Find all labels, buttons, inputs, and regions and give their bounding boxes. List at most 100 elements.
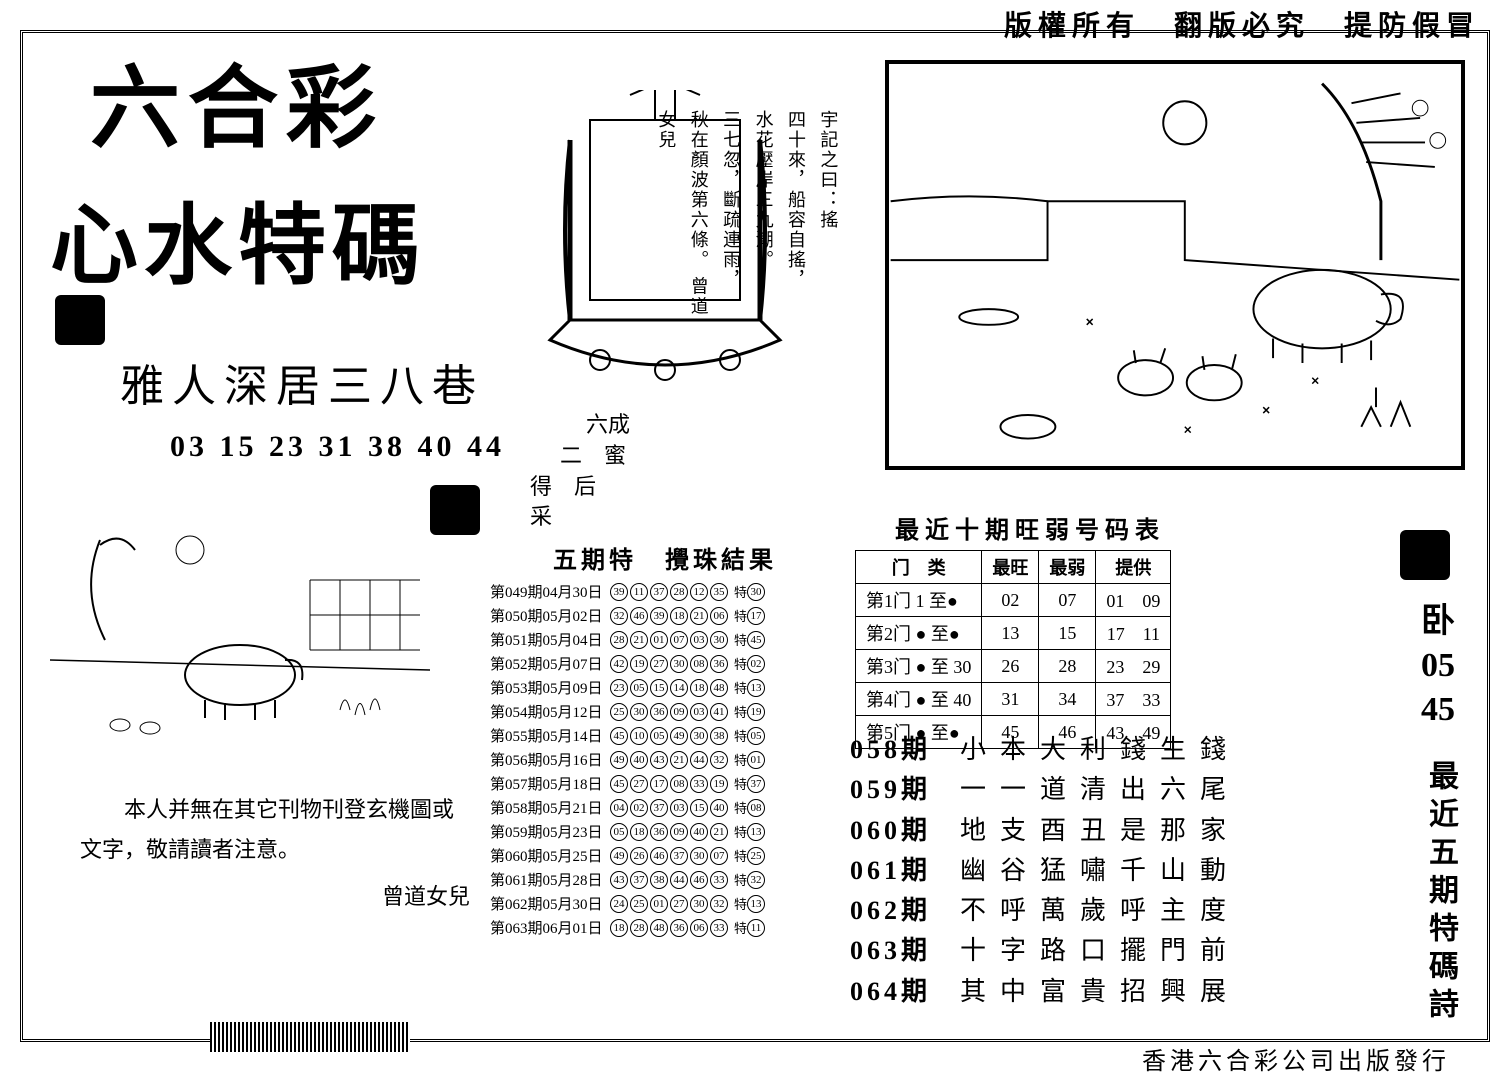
draw-row: 第057期05月18日452717083319特37: [490, 773, 840, 794]
decor-icon-3: [1400, 530, 1450, 580]
rank-row: 第2门 ● 至●131517 11: [856, 617, 1171, 650]
draw-row: 第063期06月01日182848360633特11: [490, 917, 840, 938]
draw-special-ball: 17: [747, 607, 765, 625]
draw-results-title: 五期特 攪珠結果: [490, 540, 840, 575]
draw-ball: 04: [610, 799, 628, 817]
poem-text: 其中富貴招興展: [960, 972, 1240, 1012]
draw-ball: 15: [650, 679, 668, 697]
draw-row: 第056期05月16日494043214432特01: [490, 749, 840, 770]
draw-ball: 37: [650, 799, 668, 817]
draw-special-ball: 45: [747, 631, 765, 649]
draw-ball: 21: [710, 823, 728, 841]
draw-ball: 48: [710, 679, 728, 697]
rank-cell: 15: [1039, 617, 1096, 650]
draw-ball: 27: [630, 775, 648, 793]
draw-ball: 33: [710, 919, 728, 937]
draw-ball: 18: [670, 607, 688, 625]
rank-cell: 第3门 ● 至 30: [856, 650, 982, 683]
rank-cell: 02: [982, 584, 1039, 617]
draw-row: 第058期05月21日040237031540特08: [490, 797, 840, 818]
draw-ball: 11: [630, 583, 648, 601]
draw-ball: 32: [610, 607, 628, 625]
draw-special-label: 特: [734, 918, 747, 937]
draw-ball: 03: [670, 799, 688, 817]
draw-ball: 45: [610, 727, 628, 745]
draw-special-ball: 32: [747, 871, 765, 889]
draw-ball: 40: [710, 799, 728, 817]
draw-special-ball: 13: [747, 895, 765, 913]
rank-cell: 37 33: [1096, 683, 1171, 716]
rank-row: 第4门 ● 至 40313437 33: [856, 683, 1171, 716]
draw-issue-label: 第058期05月21日: [490, 797, 610, 818]
poem-row: 062期不呼萬歲呼主度: [850, 891, 1240, 931]
poem-issue: 060期: [850, 811, 960, 851]
draw-row: 第052期05月07日421927300836特02: [490, 653, 840, 674]
draw-special-label: 特: [734, 582, 747, 601]
poem-issue: 061期: [850, 851, 960, 891]
riddle-verse: 雅人深居三八巷: [120, 350, 484, 414]
draw-special-ball: 05: [747, 727, 765, 745]
side-kong: 卧: [1421, 600, 1455, 644]
draw-special-label: 特: [734, 654, 747, 673]
draw-ball: 40: [690, 823, 708, 841]
draw-ball: 08: [670, 775, 688, 793]
draw-special-label: 特: [734, 630, 747, 649]
draw-ball: 44: [670, 871, 688, 889]
draw-ball: 27: [650, 655, 668, 673]
draw-ball: 30: [690, 727, 708, 745]
poem-text: 幽谷猛嘯千山動: [960, 851, 1240, 891]
draw-ball: 49: [610, 751, 628, 769]
draw-ball: 21: [630, 631, 648, 649]
rank-cell: 23 29: [1096, 650, 1171, 683]
decor-l1: 六成: [586, 410, 630, 441]
decor-icon-1: [55, 295, 105, 345]
draw-ball: 36: [650, 703, 668, 721]
ship-poem-box: 宇記之曰：搖 四十來，船容自搖， 水花壓岸三九潮。 三七忽，斷疏連雨， 秋在顏波…: [510, 90, 820, 390]
draw-special-label: 特: [734, 846, 747, 865]
draw-ball: 30: [710, 631, 728, 649]
poem-row: 060期地支酉丑是那家: [850, 811, 1240, 851]
draw-issue-label: 第059期05月23日: [490, 821, 610, 842]
draw-row: 第049期04月30日391137281235特30: [490, 581, 840, 602]
draw-ball: 39: [610, 583, 628, 601]
rank-header: 最弱: [1039, 551, 1096, 584]
poem-issue: 062期: [850, 891, 960, 931]
draw-ball: 36: [710, 655, 728, 673]
draw-ball: 37: [630, 871, 648, 889]
decor-l4: 采: [530, 502, 630, 533]
draw-ball: 07: [710, 847, 728, 865]
rank-cell: 07: [1039, 584, 1096, 617]
poem-text: 十字路口擺門前: [960, 931, 1240, 971]
draw-ball: 03: [690, 631, 708, 649]
disclaimer-signature: 曾道女兒: [80, 877, 470, 917]
draw-ball: 18: [690, 679, 708, 697]
draw-ball: 18: [630, 823, 648, 841]
draw-special-label: 特: [734, 726, 747, 745]
draw-ball: 46: [630, 607, 648, 625]
poem-issue: 063期: [850, 931, 960, 971]
draw-issue-label: 第049期04月30日: [490, 581, 610, 602]
side-n2: 45: [1421, 688, 1455, 732]
draw-row: 第062期05月30日242501273032特13: [490, 893, 840, 914]
draw-ball: 44: [690, 751, 708, 769]
draw-issue-label: 第056期05月16日: [490, 749, 610, 770]
draw-ball: 39: [650, 607, 668, 625]
draw-ball: 35: [710, 583, 728, 601]
rank-row: 第1门 1 至●020701 09: [856, 584, 1171, 617]
draw-special-ball: 13: [747, 679, 765, 697]
draw-ball: 05: [650, 727, 668, 745]
draw-row: 第054期05月12日253036090341特19: [490, 701, 840, 722]
draw-ball: 38: [710, 727, 728, 745]
draw-ball: 37: [670, 847, 688, 865]
draw-ball: 18: [610, 919, 628, 937]
draw-special-ball: 37: [747, 775, 765, 793]
draw-issue-label: 第050期05月02日: [490, 605, 610, 626]
decor-l2: 二 蜜: [560, 441, 630, 472]
draw-ball: 05: [610, 823, 628, 841]
side-n1: 05: [1421, 644, 1455, 688]
rank-cell: 第4门 ● 至 40: [856, 683, 982, 716]
draw-ball: 28: [610, 631, 628, 649]
draw-special-label: 特: [734, 678, 747, 697]
draw-ball: 26: [630, 847, 648, 865]
draw-special-label: 特: [734, 822, 747, 841]
